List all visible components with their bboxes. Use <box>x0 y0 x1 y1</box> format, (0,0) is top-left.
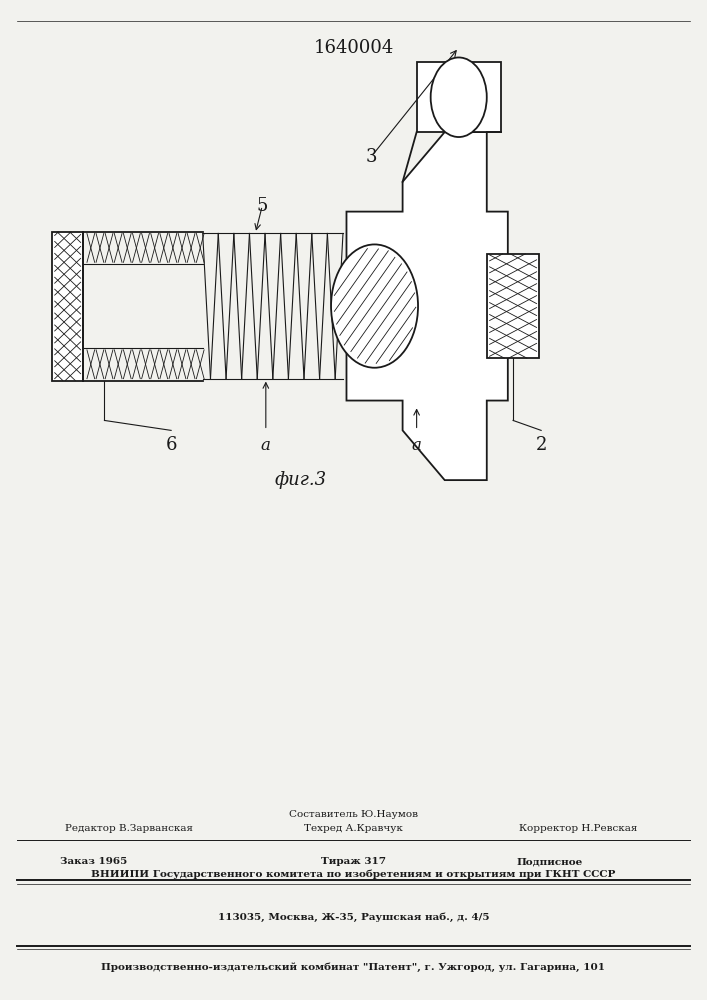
Circle shape <box>331 244 418 368</box>
Polygon shape <box>416 62 501 132</box>
Text: Заказ 1965: Заказ 1965 <box>60 857 127 866</box>
Text: 113035, Москва, Ж-35, Раушская наб., д. 4/5: 113035, Москва, Ж-35, Раушская наб., д. … <box>218 913 489 922</box>
Text: Производственно-издательский комбинат "Патент", г. Ужгород, ул. Гагарина, 101: Производственно-издательский комбинат "П… <box>102 963 605 972</box>
Text: 3: 3 <box>366 148 377 166</box>
Text: Составитель Ю.Наумов: Составитель Ю.Наумов <box>289 810 418 819</box>
Text: 5: 5 <box>257 197 268 215</box>
Polygon shape <box>487 254 539 358</box>
Text: Подписное: Подписное <box>517 857 583 866</box>
Polygon shape <box>52 232 83 381</box>
Circle shape <box>431 57 487 137</box>
Text: 1640004: 1640004 <box>313 39 394 57</box>
Text: Тираж 317: Тираж 317 <box>321 857 386 866</box>
Polygon shape <box>346 132 508 480</box>
Text: 6: 6 <box>165 436 177 454</box>
Text: a: a <box>261 437 271 454</box>
Text: a: a <box>411 437 421 454</box>
Text: 2: 2 <box>535 436 547 454</box>
Text: ВНИИПИ Государственного комитета по изобретениям и открытиям при ГКНТ СССР: ВНИИПИ Государственного комитета по изоб… <box>91 869 616 879</box>
Text: Техред А.Кравчук: Техред А.Кравчук <box>304 824 403 833</box>
Text: фиг.3: фиг.3 <box>275 471 327 489</box>
Text: Редактор В.Зарванская: Редактор В.Зарванская <box>65 824 193 833</box>
Text: Корректор Н.Ревская: Корректор Н.Ревская <box>519 824 637 833</box>
